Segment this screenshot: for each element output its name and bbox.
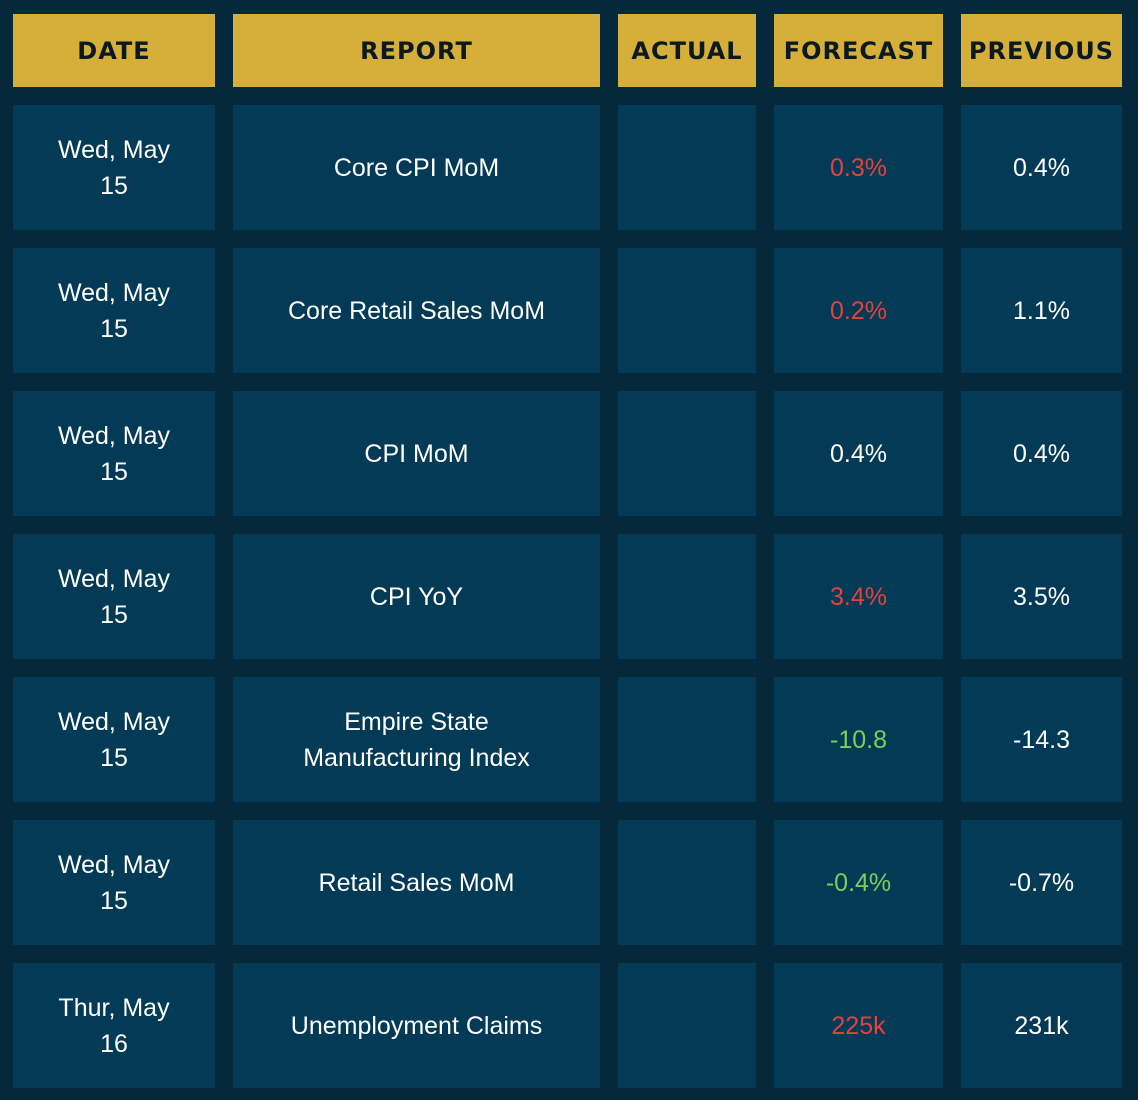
report-cell: Core CPI MoM bbox=[233, 105, 600, 230]
actual-cell bbox=[618, 391, 756, 516]
date-cell: Wed, May 15 bbox=[13, 105, 215, 230]
actual-cell bbox=[618, 534, 756, 659]
forecast-cell: 0.4% bbox=[774, 391, 943, 516]
actual-cell bbox=[618, 677, 756, 802]
report-cell: CPI YoY bbox=[233, 534, 600, 659]
previous-cell: 3.5% bbox=[961, 534, 1122, 659]
header-cell: REPORT bbox=[233, 14, 600, 87]
forecast-cell: 0.2% bbox=[774, 248, 943, 373]
actual-cell bbox=[618, 105, 756, 230]
previous-cell: -0.7% bbox=[961, 820, 1122, 945]
header-cell: ACTUAL bbox=[618, 14, 756, 87]
report-cell: CPI MoM bbox=[233, 391, 600, 516]
forecast-cell: 0.3% bbox=[774, 105, 943, 230]
previous-cell: -14.3 bbox=[961, 677, 1122, 802]
actual-cell bbox=[618, 963, 756, 1088]
report-cell: Unemployment Claims bbox=[233, 963, 600, 1088]
header-cell: DATE bbox=[13, 14, 215, 87]
report-cell: Retail Sales MoM bbox=[233, 820, 600, 945]
report-cell: Empire State Manufacturing Index bbox=[233, 677, 600, 802]
previous-cell: 0.4% bbox=[961, 105, 1122, 230]
previous-cell: 0.4% bbox=[961, 391, 1122, 516]
calendar-table: DATE REPORT ACTUAL FORECAST PREVIOUS Wed, May… bbox=[13, 14, 1122, 1088]
date-cell: Wed, May 15 bbox=[13, 391, 215, 516]
actual-cell bbox=[618, 248, 756, 373]
forecast-cell: -0.4% bbox=[774, 820, 943, 945]
date-cell: Wed, May 15 bbox=[13, 677, 215, 802]
report-cell: Core Retail Sales MoM bbox=[233, 248, 600, 373]
date-cell: Thur, May 16 bbox=[13, 963, 215, 1088]
forecast-cell: 225k bbox=[774, 963, 943, 1088]
forecast-cell: -10.8 bbox=[774, 677, 943, 802]
date-cell: Wed, May 15 bbox=[13, 820, 215, 945]
date-cell: Wed, May 15 bbox=[13, 248, 215, 373]
previous-cell: 231k bbox=[961, 963, 1122, 1088]
previous-cell: 1.1% bbox=[961, 248, 1122, 373]
date-cell: Wed, May 15 bbox=[13, 534, 215, 659]
actual-cell bbox=[618, 820, 756, 945]
header-cell: PREVIOUS bbox=[961, 14, 1122, 87]
forecast-cell: 3.4% bbox=[774, 534, 943, 659]
header-cell: FORECAST bbox=[774, 14, 943, 87]
